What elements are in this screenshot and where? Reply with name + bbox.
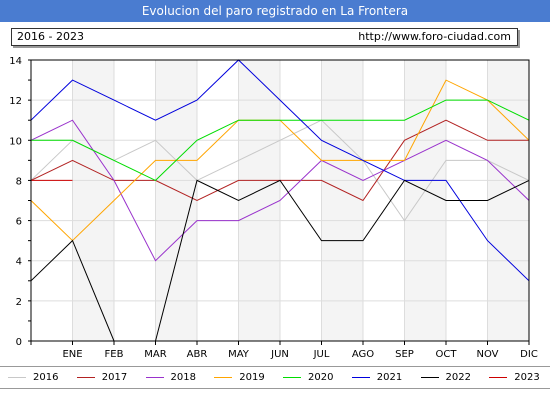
line-chart: 0 2 4 6 8 10 12 14 ENE FEB MAR ABR MAY JUN JUL AGO SEP OC… bbox=[9, 56, 538, 360]
plot-border bbox=[30, 59, 530, 342]
y-tick-label: 12 bbox=[9, 96, 22, 107]
period-label: 2016 - 2023 bbox=[17, 30, 84, 43]
series-line-2018 bbox=[31, 119, 529, 262]
legend-label: 2021 bbox=[376, 372, 403, 383]
legend-swatch bbox=[351, 377, 370, 378]
legend-swatch bbox=[489, 377, 508, 378]
x-tick-label: ENE bbox=[62, 349, 82, 360]
legend-swatch bbox=[214, 377, 233, 378]
column-band bbox=[487, 60, 529, 341]
x-tick-label: SEP bbox=[395, 349, 414, 360]
x-tick-label: ABR bbox=[187, 349, 208, 360]
x-tick-label: JUL bbox=[313, 349, 330, 360]
legend-label: 2016 bbox=[33, 372, 59, 383]
legend-label: 2023 bbox=[514, 372, 540, 383]
column-band bbox=[72, 60, 114, 341]
y-tick-label: 0 bbox=[16, 337, 22, 348]
legend-swatch bbox=[283, 377, 301, 378]
legend-swatch bbox=[76, 377, 95, 378]
x-tick-label: MAR bbox=[144, 349, 166, 360]
x-tick-label: OCT bbox=[436, 349, 458, 360]
legend-label: 2018 bbox=[170, 372, 196, 383]
x-tick-label: AGO bbox=[352, 349, 374, 360]
info-box: 2016 - 2023 http://www.foro-ciudad.com bbox=[11, 28, 518, 46]
y-tick-label: 14 bbox=[9, 56, 22, 67]
legend-label: 2020 bbox=[308, 372, 334, 383]
column-band bbox=[321, 60, 363, 341]
legend-swatch bbox=[8, 377, 26, 378]
y-tick-label: 8 bbox=[16, 176, 22, 187]
series-line-2020 bbox=[31, 99, 529, 182]
x-tick-label: FEB bbox=[105, 349, 124, 360]
x-tick-label: JUN bbox=[270, 349, 289, 360]
legend-label: 2022 bbox=[445, 372, 471, 383]
column-band bbox=[238, 60, 280, 341]
chart-title: Evolucion del paro registrado en La Fron… bbox=[0, 0, 550, 22]
y-tick-label: 4 bbox=[16, 257, 22, 268]
y-tick-label: 2 bbox=[16, 297, 22, 308]
source-url[interactable]: http://www.foro-ciudad.com bbox=[358, 30, 511, 43]
column-band bbox=[404, 60, 446, 341]
x-tick-label: MAY bbox=[228, 349, 250, 360]
x-tick-label: DIC bbox=[520, 349, 538, 360]
series-line-2022 bbox=[31, 179, 529, 341]
series-line-2021 bbox=[31, 59, 529, 282]
legend-label: 2019 bbox=[239, 372, 265, 383]
legend-label: 2017 bbox=[101, 372, 128, 383]
legend-swatch bbox=[420, 377, 439, 378]
y-tick-label: 6 bbox=[16, 217, 22, 228]
legend-swatch bbox=[145, 377, 164, 378]
x-tick-label: NOV bbox=[476, 349, 498, 360]
y-tick-label: 10 bbox=[9, 136, 22, 147]
chart-legend: 2016 2017 2018 2019 2020 2021 2022 2023 bbox=[0, 366, 550, 389]
column-band bbox=[155, 60, 197, 341]
